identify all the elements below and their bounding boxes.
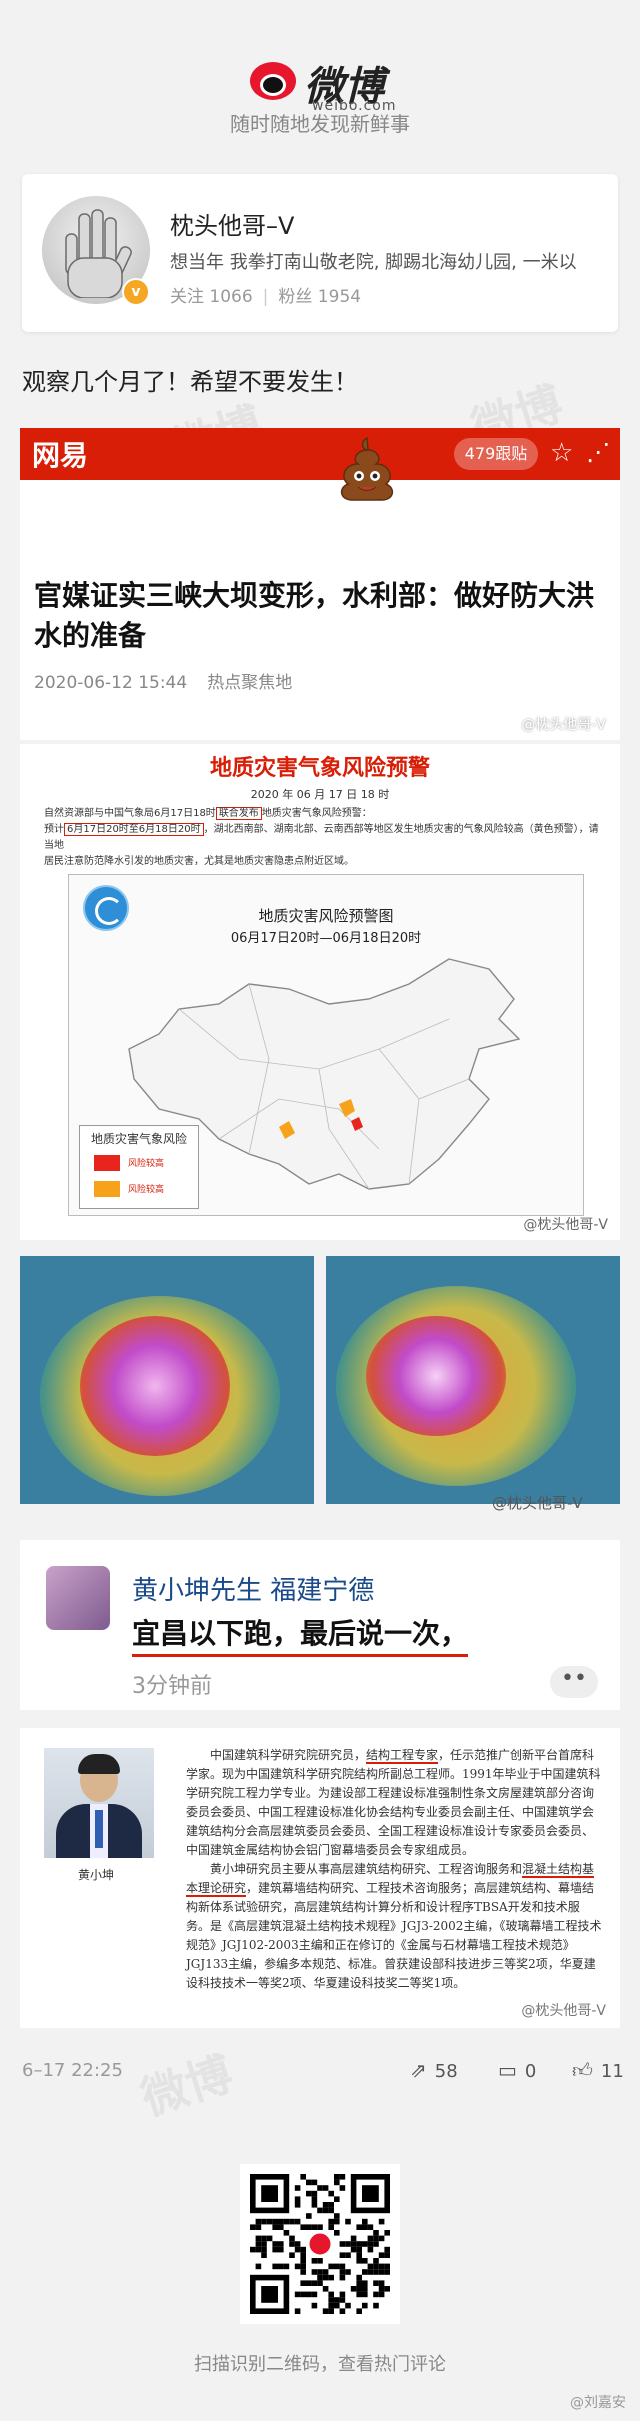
underline-structural-expert: 结构工程专家 [366,1748,439,1764]
weibo-eye-icon [250,62,296,100]
warning-text: 地质灾害气象风险预警： [261,808,372,819]
poop-emoji-icon [340,436,394,501]
followers-count[interactable]: 粉丝 1954 [278,287,362,307]
follow-count-badge[interactable]: 479跟贴 [454,438,538,470]
weibo-logo[interactable]: 微博 weibo.com [250,54,396,114]
article-watermark: @枕头他哥-V [521,717,606,733]
legend-title: 地质灾害气象风险 [90,1132,187,1146]
post-date: 6–17 22:25 [22,2060,123,2081]
china-map-outline [128,958,521,1190]
legend-item: 风险较高 [80,1179,198,1199]
bio-text: 中国建筑科学研究院研究员，结构工程专家，任示范推广创新平台首席科学家。现为中国建… [186,1746,602,1993]
warning-watermark: @枕头他哥-V [523,1217,608,1233]
bio-sentence: ，任示范推广创新平台首席科学家。现为中国建筑科学研究院结构所副总工程师。1991… [186,1748,601,1857]
comment-image[interactable]: 黄小坤先生 福建宁德 宜昌以下跑，最后说一次， 3分钟前 •• [20,1540,620,1710]
warning-body: 自然资源部与中国气象局6月17日18时 联合发布 地质灾害气象风险预警： 预计 6月1… [44,806,604,870]
stats-divider: | [262,287,269,307]
weather-overlay [80,1316,230,1456]
commenter-name[interactable]: 黄小坤先生 福建宁德 [132,1576,375,1606]
share-count: 58 [434,2061,458,2082]
profile-name[interactable]: 枕头他哥–V [170,212,295,240]
weather-watermark: @枕头他哥-V [492,1494,583,1512]
comment-time: 3分钟前 [132,1674,212,1699]
comment-icon: ▭ [498,2058,517,2082]
portrait-caption: 黄小坤 [78,1868,115,1882]
weather-overlay [366,1316,506,1436]
share-icon: ⇗ [410,2058,427,2082]
verified-badge: v [122,278,150,306]
warning-title: 地质灾害气象风险预警 [209,756,430,781]
logo-domain: weibo.com [312,98,397,114]
qr-caption: 扫描识别二维码，查看热门评论 [194,2354,446,2375]
article-date: 2020-06-12 15:44 [34,673,188,693]
hand-icon [65,209,132,298]
profile-stats: 关注 1066 | 粉丝 1954 [170,282,361,307]
page-header: 微博 weibo.com 随时随地发现新鲜事 [0,0,640,160]
bio-sentence: ，建筑幕墙结构研究、工程技术咨询服务；高层建筑结构、幕墙结构新体系试验研究，高层… [186,1881,602,1990]
map-title: 地质灾害风险预警图 [258,907,394,925]
underline-concrete-research: 混凝土结构基本理论研究 [186,1862,595,1897]
bio-sentence: 黄小坤研究员主要从事高层建筑结构研究、工程咨询服务和 [210,1862,523,1876]
bio-sentence: 中国建筑科学研究院研究员， [210,1748,367,1762]
warning-text: 自然资源部与中国气象局6月17日18时 [44,808,216,819]
article-top-bar: 网易 479跟贴 ☆ ⋰ [20,428,620,480]
geohazard-warning-image[interactable]: 地质灾害气象风险预警 2020 年 06 月 17 日 18 时 自然资源部与中… [20,744,620,1240]
highlight-joint-release: 联合发布 [215,807,262,820]
comment-text: 宜昌以下跑，最后说一次， [132,1612,469,1657]
following-count[interactable]: 关注 1066 [170,287,253,307]
cma-logo-icon [83,885,129,931]
corner-watermark: @刘嘉安 [570,2395,626,2411]
profile-card[interactable]: v 枕头他哥–V 想当年 我拳打南山敬老院, 脚踢北海幼儿园, 一米以 关注 1… [22,174,618,332]
legend-swatch [94,1181,120,1197]
share-button[interactable]: ⇗ 58 [410,2058,458,2082]
article-meta: 2020-06-12 15:44 热点聚焦地 [34,668,312,693]
comment-button[interactable]: ▭ 0 [498,2058,536,2082]
post-actions: 6–17 22:25 ⇗ 58 ▭ 0 👍︎ 11 [0,2056,640,2092]
warning-text: ，湖北西南部、湖南北部、云南西部等地区发生地质灾害的气象风险较高（黄色预警），请… [44,824,599,851]
risk-map: 地质灾害风险预警图 06月17日20时—06月18日20时 地质灾害气象风险 风… [68,874,584,1216]
weather-map-left[interactable] [20,1256,314,1504]
warning-text: 居民注意防范降水引发的地质灾害，尤其是地质灾害隐患点附近区域。 [44,856,354,867]
article-category: 热点聚焦地 [207,673,293,693]
post-text: 观察几个月了！希望不要发生！ [22,368,358,396]
netease-logo: 网易 [32,439,89,472]
map-subtitle: 06月17日20时—06月18日20时 [230,931,422,946]
warning-date: 2020 年 06 月 17 日 18 时 [250,788,390,801]
article-title: 官媒证实三峡大坝变形，水利部：做好防大洪水的准备 [34,579,595,652]
qr-code[interactable] [240,2164,400,2324]
portrait-photo [44,1748,154,1858]
highlight-time-range: 6月17日20时至6月18日20时 [64,823,204,836]
more-options-button[interactable]: •• [550,1666,598,1698]
qr-code-graphic [250,2174,390,2314]
star-icon[interactable]: ☆ [550,438,574,468]
like-count: 11 [600,2061,624,2082]
warning-text: 预计 [44,824,64,835]
like-button[interactable]: 👍︎ 11 [572,2058,624,2083]
legend-label: 风险较高 [128,1185,165,1195]
bio-image[interactable]: 黄小坤 中国建筑科学研究院研究员，结构工程专家，任示范推广创新平台首席科学家。现… [20,1728,620,2028]
slogan: 随时随地发现新鲜事 [230,112,410,136]
share-icon[interactable]: ⋰ [586,438,610,466]
legend-swatch [94,1155,120,1171]
legend-item: 风险较高 [80,1153,198,1173]
map-legend: 地质灾害气象风险 风险较高 风险较高 [79,1125,199,1209]
article-image[interactable]: 网易 479跟贴 ☆ ⋰ 官媒证实三峡大坝变形，水利部：做好防大洪水的准备 20… [20,428,620,740]
profile-bio: 想当年 我拳打南山敬老院, 脚踢北海幼儿园, 一米以 [170,252,577,273]
weather-map-right[interactable] [326,1256,620,1504]
logo-text: 微博 [304,64,384,110]
comment-count: 0 [524,2061,537,2082]
legend-label: 风险较高 [128,1159,165,1169]
avatar[interactable] [42,196,150,304]
thumbs-up-icon: 👍︎ [572,2058,593,2082]
commenter-avatar[interactable] [46,1566,110,1630]
bio-watermark: @枕头他哥-V [521,2003,606,2019]
